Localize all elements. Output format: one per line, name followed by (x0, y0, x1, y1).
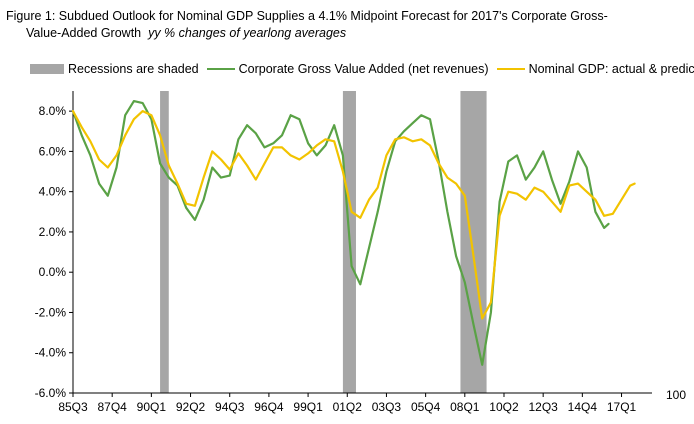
y-tick-label-6: -4.0% (35, 346, 67, 360)
recession-band-3 (460, 91, 487, 393)
x-tick-label-2: 90Q1 (137, 400, 167, 414)
series-line-gdp (71, 110, 636, 320)
chart-subtitle: yy % changes of yearlong averages (148, 26, 347, 40)
legend-label-gdp: Nominal GDP: actual & predicted (528, 62, 694, 76)
y-tick-label-0: 8.0% (39, 104, 67, 118)
x-tick-label-11: 10Q2 (489, 400, 519, 414)
recession-band-1 (160, 91, 169, 393)
x-tick-label-4: 94Q3 (215, 400, 245, 414)
y-tick-label-2: 4.0% (39, 185, 67, 199)
title-line-2: Value-Added Growth yy % changes of yearl… (26, 26, 347, 40)
y-tick-label-4: 0.0% (39, 265, 67, 279)
y-tick-label-1: 6.0% (39, 144, 67, 158)
x-tick-label-6: 99Q1 (293, 400, 323, 414)
legend-swatch-recessions (30, 64, 64, 74)
legend-label-gva: Corporate Gross Value Added (net revenue… (238, 62, 489, 76)
legend-label-recessions: Recessions are shaded (68, 62, 199, 76)
x-tick-label-7: 01Q2 (333, 400, 363, 414)
legend-item-gdp: Nominal GDP: actual & predicted (496, 62, 694, 76)
legend: Recessions are shaded Corporate Gross Va… (30, 61, 694, 77)
y-tick-label-5: -2.0% (35, 305, 67, 319)
series-line-gva (71, 100, 610, 366)
legend-swatch-gva (206, 68, 235, 70)
y-tick-label-7: -6.0% (35, 386, 67, 400)
chart-title: Figure 1: Subdued Outlook for Nominal GD… (6, 8, 686, 42)
x-tick-label-14: 17Q1 (607, 400, 637, 414)
x-tick-label-8: 03Q3 (372, 400, 402, 414)
x-tick-label-5: 96Q4 (254, 400, 284, 414)
x-tick-label-1: 87Q4 (98, 400, 128, 414)
legend-item-recessions: Recessions are shaded (30, 62, 199, 76)
x-tick-label-10: 08Q1 (450, 400, 480, 414)
x-tick-label-9: 05Q4 (411, 400, 441, 414)
legend-swatch-gdp (496, 68, 525, 70)
x-tick-label-13: 14Q4 (568, 400, 598, 414)
y-tick-label-3: 2.0% (39, 225, 67, 239)
title-line-1: Figure 1: Subdued Outlook for Nominal GD… (6, 9, 608, 23)
right-axis-label: 100 (666, 388, 686, 402)
legend-item-gva: Corporate Gross Value Added (net revenue… (206, 62, 489, 76)
x-tick-label-12: 12Q3 (528, 400, 558, 414)
x-tick-label-3: 92Q2 (176, 400, 206, 414)
x-tick-label-0: 85Q3 (58, 400, 88, 414)
